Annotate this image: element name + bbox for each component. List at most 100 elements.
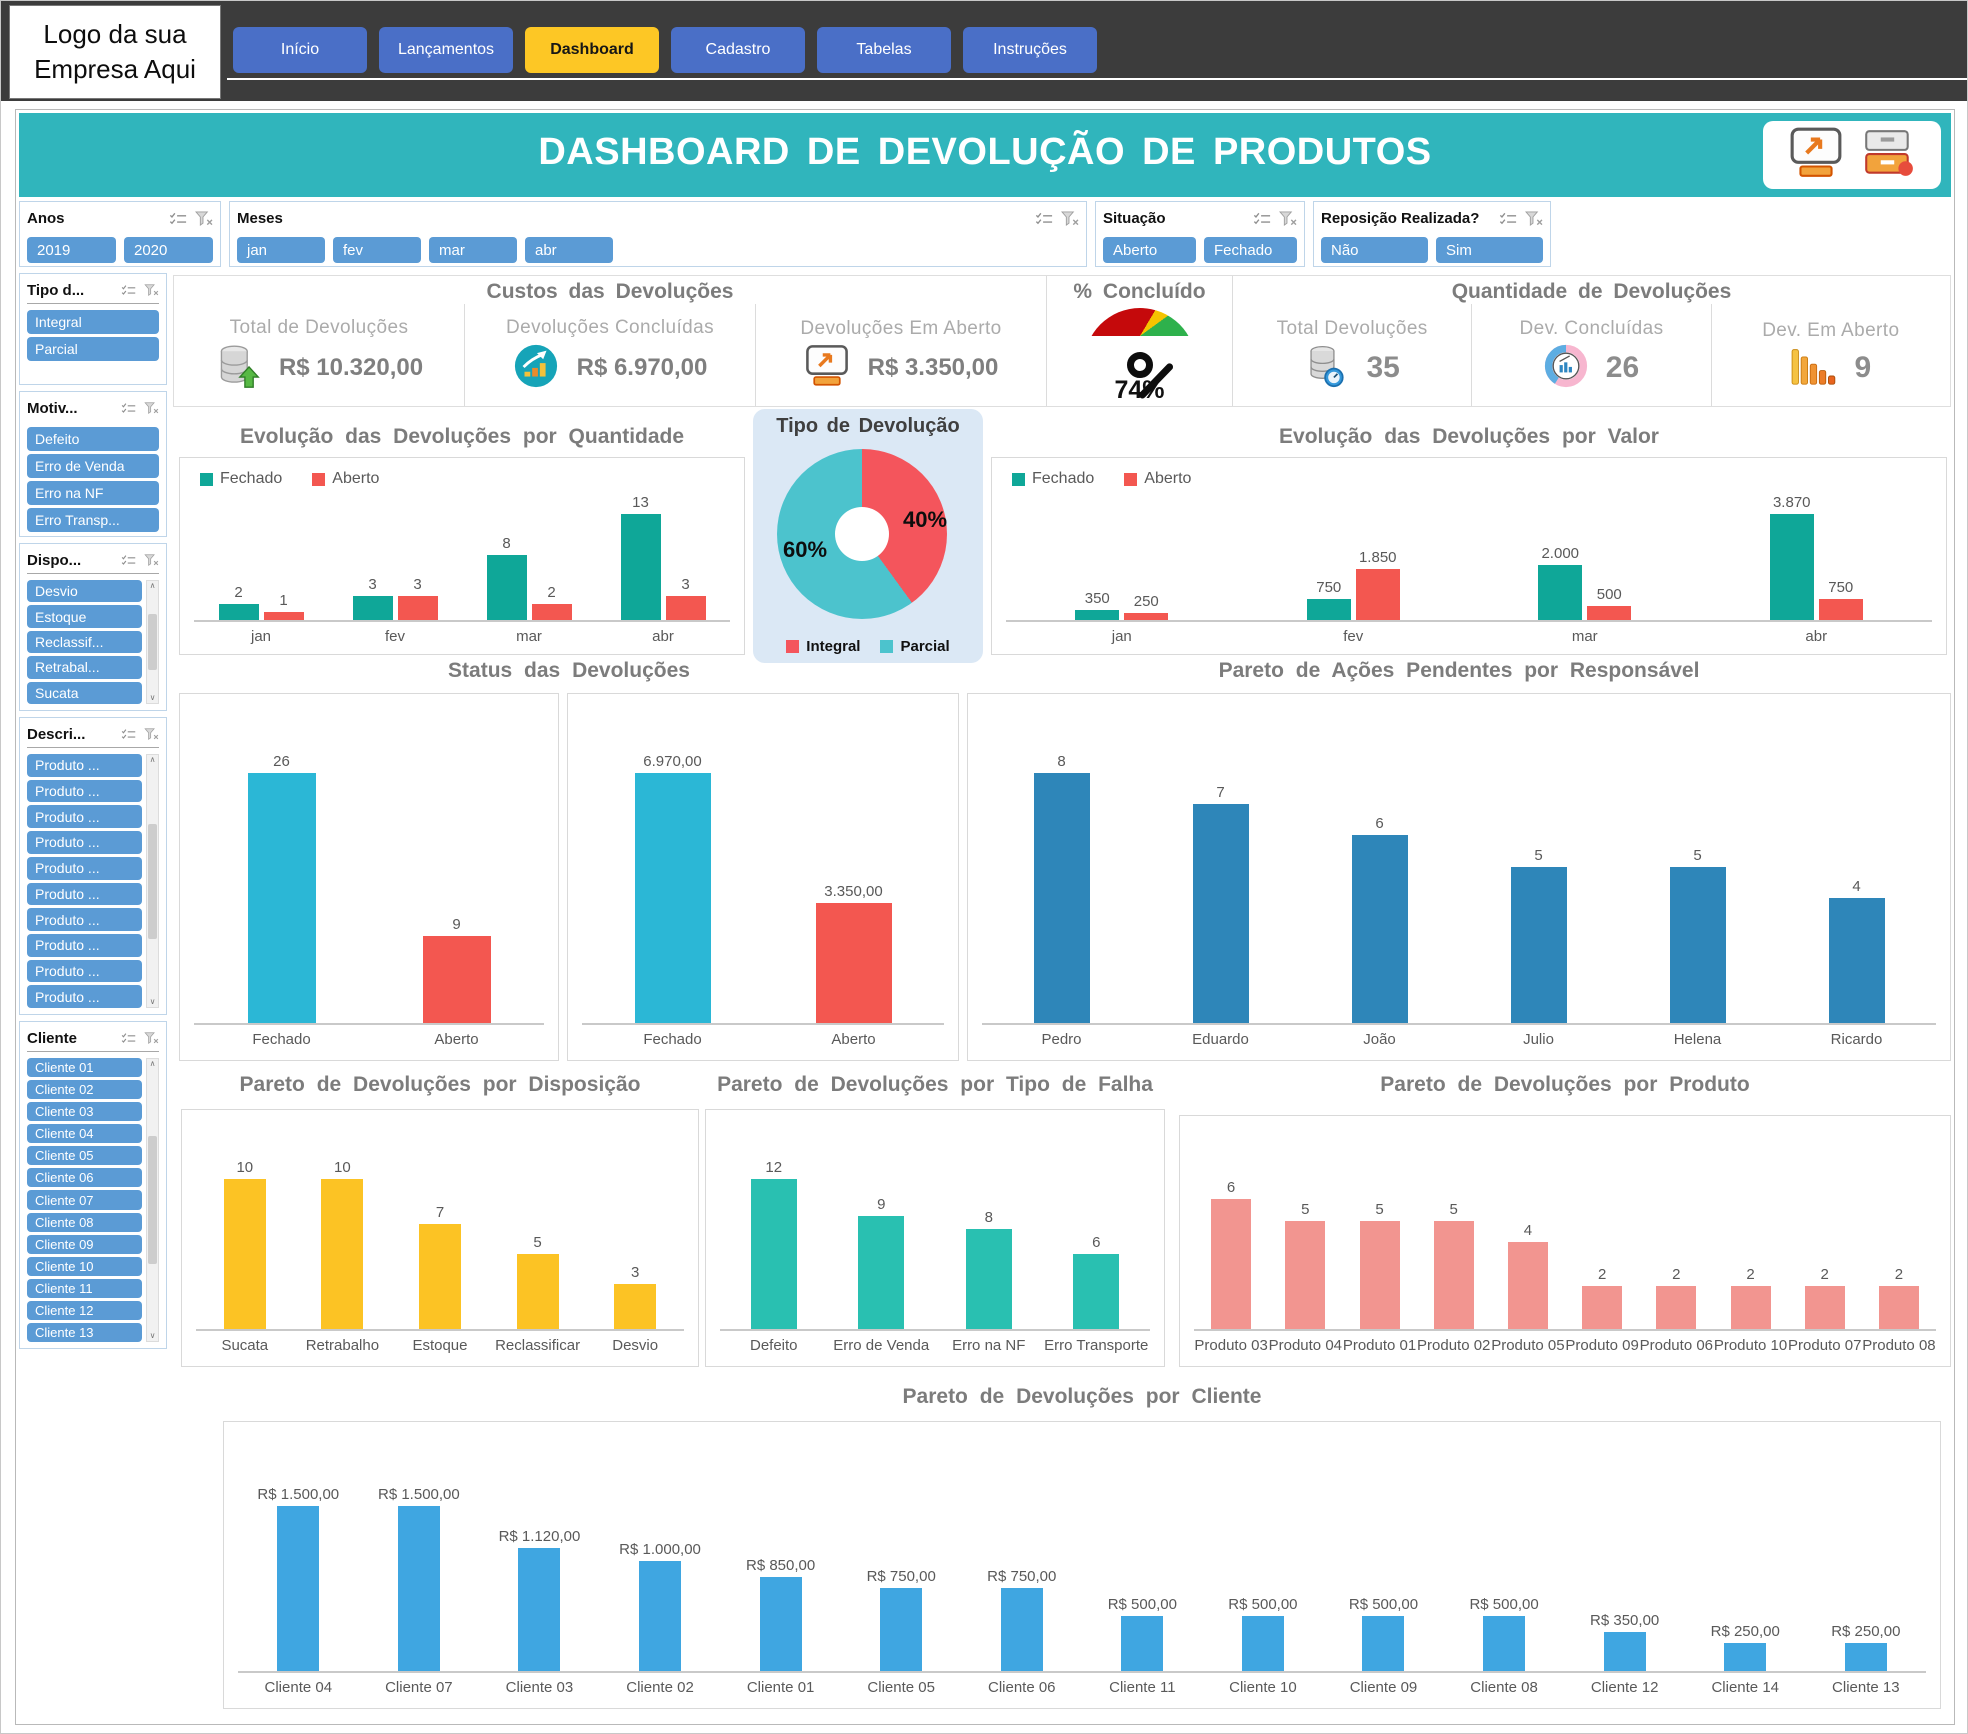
- slicer-item-retrabal-[interactable]: Retrabal...: [27, 656, 142, 679]
- multi-select-icon[interactable]: [121, 554, 136, 566]
- slicer-item-cliente-03[interactable]: Cliente 03: [27, 1102, 142, 1122]
- slicer-item-produto-[interactable]: Produto ...: [27, 882, 142, 906]
- slicer-item-cliente-02[interactable]: Cliente 02: [27, 1080, 142, 1100]
- slicer-item-aberto[interactable]: Aberto: [1103, 237, 1196, 263]
- scroll-thumb[interactable]: [148, 614, 157, 670]
- slicer-item-sim[interactable]: Sim: [1436, 237, 1543, 263]
- slicer-item-desvio[interactable]: Desvio: [27, 580, 142, 603]
- gcell: 9: [828, 1155, 936, 1330]
- slicer-item-2020[interactable]: 2020: [124, 237, 213, 263]
- clear-filter-icon[interactable]: [144, 554, 159, 566]
- scroll-thumb[interactable]: [148, 1135, 157, 1265]
- slicer-item-abr[interactable]: abr: [525, 237, 613, 263]
- bar: [858, 1216, 905, 1330]
- tab-inicio[interactable]: Início: [233, 27, 367, 73]
- multi-select-icon[interactable]: [1499, 211, 1517, 226]
- bwrap: 2: [1804, 1266, 1845, 1330]
- multi-select-icon[interactable]: [1035, 211, 1053, 226]
- scroll-up-icon[interactable]: ∧: [149, 1059, 156, 1068]
- scroll-down-icon[interactable]: ∨: [149, 1330, 156, 1340]
- scroll-up-icon[interactable]: ∧: [149, 755, 156, 764]
- bar: [1844, 1643, 1887, 1672]
- slicer-item-fev[interactable]: fev: [333, 237, 421, 263]
- slicer-item-erro-na-nf[interactable]: Erro na NF: [27, 481, 159, 505]
- grp: 4: [1507, 1222, 1548, 1330]
- slicer-item-2019[interactable]: 2019: [27, 237, 116, 263]
- slicer-item-produto-[interactable]: Produto ...: [27, 959, 142, 983]
- slicer-item-erro-transp-[interactable]: Erro Transp...: [27, 508, 159, 532]
- scroll-thumb[interactable]: [148, 823, 157, 939]
- slicer-item-produto-[interactable]: Produto ...: [27, 908, 142, 931]
- slicer-item-produto-[interactable]: Produto ...: [27, 856, 142, 880]
- slicer-item-produto-[interactable]: Produto ...: [27, 933, 142, 957]
- clear-filter-icon[interactable]: [144, 728, 159, 740]
- scrollbar[interactable]: ∧ ∨: [146, 754, 159, 1008]
- slicer-item-cliente-06[interactable]: Cliente 06: [27, 1168, 142, 1188]
- scrollbar[interactable]: ∧ ∨: [146, 1058, 159, 1342]
- axisline: [194, 1023, 544, 1026]
- monitor-arrow-icon[interactable]: [1788, 127, 1844, 184]
- slicer-item-cliente-13[interactable]: Cliente 13: [27, 1322, 142, 1343]
- slicer-item-erro-de-venda[interactable]: Erro de Venda: [27, 454, 159, 478]
- clear-filter-icon[interactable]: [144, 402, 159, 414]
- slicer-item-reclassif-[interactable]: Reclassif...: [27, 630, 142, 654]
- slicer-item-cliente-10[interactable]: Cliente 10: [27, 1256, 142, 1276]
- scroll-down-icon[interactable]: ∨: [149, 997, 156, 1006]
- slicer-item-cliente-04[interactable]: Cliente 04: [27, 1124, 142, 1144]
- tab-tabelas[interactable]: Tabelas: [817, 27, 951, 73]
- slicer-item-cliente-01[interactable]: Cliente 01: [27, 1058, 142, 1078]
- tab-instrucoes[interactable]: Instruções: [963, 27, 1097, 73]
- clear-filter-icon[interactable]: [1061, 210, 1079, 226]
- slicer-item-produto-[interactable]: Produto ...: [27, 985, 142, 1009]
- clear-filter-icon[interactable]: [144, 1032, 159, 1044]
- scroll-up-icon[interactable]: ∧: [149, 581, 156, 590]
- tab-dashboard[interactable]: Dashboard: [525, 27, 659, 73]
- multi-select-icon[interactable]: [121, 402, 136, 414]
- chart-disposicao: 10 10 7 5 3 Sucata Retrabalho Estoque Reclassifi…: [181, 1109, 699, 1367]
- multi-select-icon[interactable]: [121, 728, 136, 740]
- clear-filter-icon[interactable]: [1525, 210, 1543, 226]
- slicer-item-defeito[interactable]: Defeito: [27, 427, 159, 451]
- slicer-item-cliente-11[interactable]: Cliente 11: [27, 1278, 142, 1298]
- slicer-item-parcial[interactable]: Parcial: [27, 337, 159, 361]
- bar: [1582, 1286, 1623, 1330]
- slicer-item-cliente-12[interactable]: Cliente 12: [27, 1300, 142, 1320]
- slicer-item-estoque[interactable]: Estoque: [27, 605, 142, 628]
- multi-select-icon[interactable]: [1253, 211, 1271, 226]
- multi-select-icon[interactable]: [121, 284, 136, 296]
- chart-cliente: R$ 1.500,00 R$ 1.500,00 R$ 1.120,00 R$ 1.00…: [223, 1421, 1941, 1709]
- scrollbar[interactable]: ∧ ∨: [146, 580, 159, 704]
- slicer-item-produto-[interactable]: Produto ...: [27, 754, 142, 777]
- slicer-item-integral[interactable]: Integral: [27, 310, 159, 334]
- slicer-item-produto-[interactable]: Produto ...: [27, 831, 142, 854]
- slicer-item-fechado[interactable]: Fechado: [1204, 237, 1297, 263]
- slicer-item-mar[interactable]: mar: [429, 237, 517, 263]
- scroll-down-icon[interactable]: ∨: [149, 693, 156, 702]
- slicer-item-cliente-08[interactable]: Cliente 08: [27, 1212, 142, 1232]
- bar-value-label: 2: [1672, 1266, 1681, 1284]
- slicer-item-produto-[interactable]: Produto ...: [27, 805, 142, 829]
- bar: [965, 1229, 1012, 1330]
- category-label: fev: [1343, 628, 1364, 645]
- bar-value-label: 3.870: [1772, 494, 1811, 511]
- slicer-item-cliente-05[interactable]: Cliente 05: [27, 1146, 142, 1166]
- drawer-cabinet-icon[interactable]: [1860, 127, 1916, 184]
- slicer-item-cliente-09[interactable]: Cliente 09: [27, 1234, 142, 1254]
- slicer-item-cliente-07[interactable]: Cliente 07: [27, 1190, 142, 1210]
- axisline: [238, 1671, 1926, 1674]
- bar-value-label: 2.000: [1541, 545, 1580, 562]
- slicer-item-jan[interactable]: jan: [237, 237, 325, 263]
- slicer-item-n-o[interactable]: Não: [1321, 237, 1428, 263]
- slicer-item-sucata[interactable]: Sucata: [27, 681, 142, 705]
- tab-lancamentos[interactable]: Lançamentos: [379, 27, 513, 73]
- multi-select-icon[interactable]: [121, 1032, 136, 1044]
- clear-filter-icon[interactable]: [1279, 210, 1297, 226]
- multi-select-icon[interactable]: [169, 211, 187, 226]
- slicer-item-produto-[interactable]: Produto ...: [27, 779, 142, 803]
- gcell: 5: [489, 1155, 587, 1330]
- bwrap: R$ 350,00: [1590, 1612, 1659, 1672]
- clear-filter-icon[interactable]: [144, 284, 159, 296]
- clear-filter-icon[interactable]: [195, 210, 213, 226]
- gcell: 750 1.850: [1238, 494, 1470, 620]
- tab-cadastro[interactable]: Cadastro: [671, 27, 805, 73]
